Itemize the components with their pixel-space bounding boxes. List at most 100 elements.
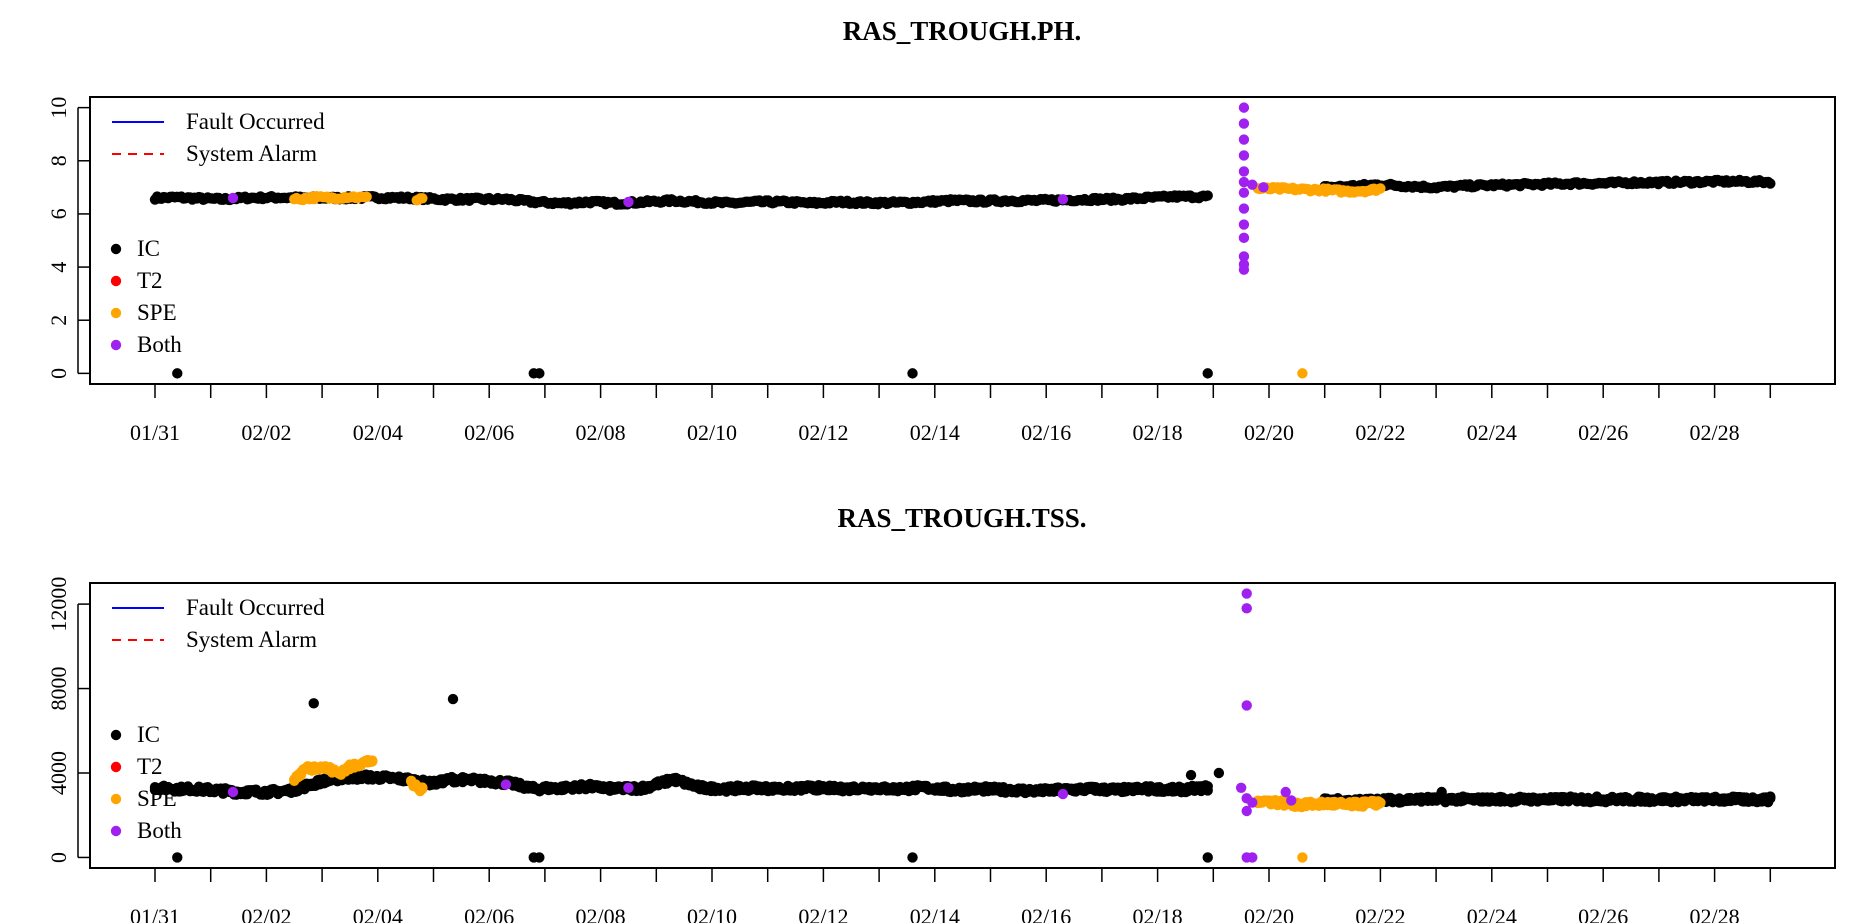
ph-legend-point-label: IC [137, 236, 160, 261]
tss-x-tick-label: 02/04 [353, 904, 403, 923]
tss-legend-point-swatch [110, 793, 122, 805]
tss-x-tick-label: 02/26 [1578, 904, 1628, 923]
tss-x-tick-label: 02/06 [464, 904, 514, 923]
tss-ic-point [1213, 767, 1225, 779]
ph-y-tick-label: 4 [46, 262, 71, 273]
ph-y-tick-label: 2 [46, 315, 71, 326]
tss-ic-point [1185, 769, 1197, 781]
ph-x-tick-label: 02/24 [1467, 420, 1517, 445]
tss-x-tick-label: 02/16 [1021, 904, 1071, 923]
ph-legend-point-swatch [110, 243, 122, 255]
ph-spe-point [417, 193, 428, 204]
ph-x-tick-label: 02/22 [1355, 420, 1405, 445]
ph-x-tick-label: 02/04 [353, 420, 403, 445]
tss-ic-point [907, 852, 918, 863]
tss-x-tick-label: 01/31 [130, 904, 180, 923]
ph-y-tick-label: 8 [46, 155, 71, 166]
ph-legend-point-swatch [110, 339, 122, 351]
ph-ic-point [1202, 368, 1213, 379]
tss-ic-point [1202, 852, 1213, 863]
tss-legend-point-label: T2 [137, 754, 163, 779]
ph-both-point [1238, 264, 1250, 275]
tss-both-point [1057, 788, 1069, 800]
tss-both-point [500, 779, 512, 790]
ph-x-tick-label: 02/06 [464, 420, 514, 445]
ph-legend-line-label: System Alarm [186, 141, 317, 166]
ph-y-tick-label: 6 [46, 208, 71, 219]
tss-legend-point-label: SPE [137, 786, 177, 811]
ph-x-tick-label: 02/16 [1021, 420, 1071, 445]
ph-both-point [1238, 251, 1250, 262]
tss-both-point [1247, 852, 1258, 863]
tss-both-point [1241, 700, 1252, 711]
tss-x-tick-label: 02/28 [1690, 904, 1740, 923]
ph-both-point [1238, 134, 1250, 145]
tss-plot-frame [89, 582, 1836, 869]
ph-both-point [1238, 102, 1250, 113]
tss-panel: RAS_TROUGH.TSS. Fault Occurred System Ala… [46, 503, 1836, 923]
ph-both-point [1247, 179, 1258, 190]
tss-both-point [1286, 795, 1297, 806]
ph-both-point [1238, 150, 1250, 161]
ph-x-tick-label: 02/14 [910, 420, 960, 445]
ph-spe-point [1297, 368, 1308, 379]
tss-y-tick-label: 12000 [46, 577, 71, 632]
ph-x-tick-label: 02/12 [798, 420, 848, 445]
ph-plot-frame [89, 96, 1836, 385]
ph-y-tick-label: 0 [46, 368, 71, 379]
ph-both-point [623, 196, 634, 208]
tss-ic-point [308, 698, 319, 709]
tss-both-point [1280, 786, 1291, 798]
ph-legend-point-label: T2 [137, 268, 163, 293]
ph-legend-point-swatch [110, 307, 122, 319]
tss-x-tick-label: 02/08 [576, 904, 626, 923]
ph-x-tick-label: 02/10 [687, 420, 737, 445]
tss-ic-point [447, 693, 459, 705]
tss-legend-line-label: System Alarm [186, 627, 317, 652]
tss-legend-line-label: Fault Occurred [186, 595, 325, 620]
tss-y-tick-label: 8000 [46, 667, 71, 711]
ph-x-tick-label: 02/18 [1133, 420, 1183, 445]
ph-legend-point-label: Both [137, 332, 182, 357]
ph-spe-point [361, 191, 372, 203]
tss-x-tick-label: 02/20 [1244, 904, 1294, 923]
ph-ic-point [1765, 178, 1776, 189]
tss-x-tick-label: 02/22 [1355, 904, 1405, 923]
tss-ic-point [172, 852, 183, 863]
ph-both-point [1238, 219, 1250, 230]
ph-y-tick-label: 10 [46, 97, 71, 119]
ph-x-tick-label: 02/28 [1690, 420, 1740, 445]
ph-ic-point [534, 368, 545, 379]
ph-ic-point [1202, 190, 1213, 201]
ph-both-point [1238, 118, 1250, 129]
tss-ic-point [1765, 791, 1776, 802]
tss-legend-point-swatch [110, 825, 122, 837]
ph-panel: RAS_TROUGH.PH. Fault Occurred System Alar… [46, 16, 1836, 445]
ph-x-tick-label: 02/20 [1244, 420, 1294, 445]
tss-x-tick-label: 02/02 [241, 904, 291, 923]
ph-legend-line-label: Fault Occurred [186, 109, 325, 134]
tss-both-point [1235, 782, 1247, 793]
tss-ic-point [1436, 786, 1447, 798]
ph-legend-point-swatch [110, 275, 122, 287]
tss-spe-point [1375, 797, 1386, 809]
tss-legend-point-label: IC [137, 722, 160, 747]
ph-ic-point [172, 368, 183, 379]
tss-x-tick-label: 02/10 [687, 904, 737, 923]
tss-both-point [623, 782, 634, 793]
tss-x-tick-label: 02/14 [910, 904, 960, 923]
ph-both-point [1238, 203, 1250, 214]
ph-both-point [1238, 176, 1250, 188]
tss-spe-point [367, 755, 378, 766]
tss-legend-point-swatch [110, 761, 122, 773]
tss-ic-point [1202, 785, 1213, 796]
tss-spe-point [1297, 852, 1308, 863]
tss-spe-point [417, 783, 428, 794]
tss-legend-point-label: Both [137, 818, 182, 843]
ph-x-tick-label: 02/02 [241, 420, 291, 445]
tss-both-point [1247, 797, 1258, 808]
ph-both-point [1238, 166, 1250, 177]
ph-legend: Fault Occurred System Alarm IC T2 SPE Both [110, 109, 325, 357]
ph-legend-point-label: SPE [137, 300, 177, 325]
